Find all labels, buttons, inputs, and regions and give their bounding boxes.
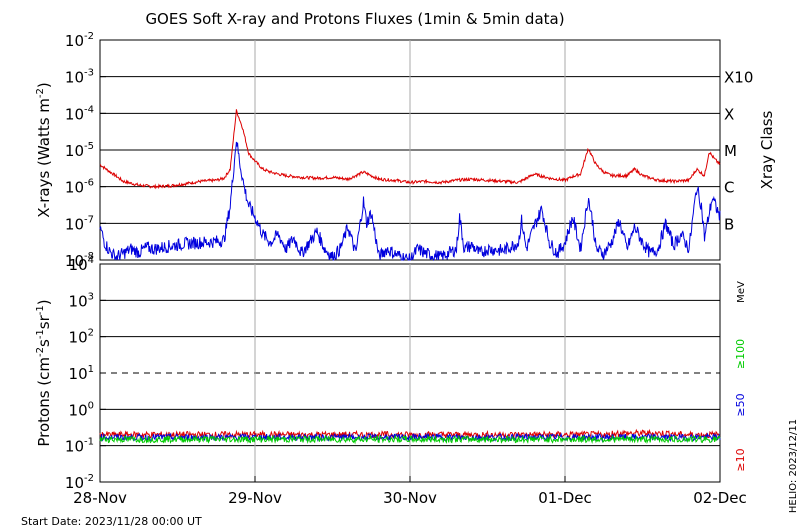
xray-y-tick-label: 10-5 bbox=[65, 141, 94, 160]
xray-class-label: X bbox=[724, 105, 734, 123]
proton-y-axis-label: Protons (cm-2s-1sr-1) bbox=[35, 299, 53, 446]
proton-panel: 10-2 10-1 100 101 102 103 104 ≥100 ≥50 ≥10 MeV P… bbox=[35, 255, 747, 492]
proton-y-tick-label: 103 bbox=[69, 291, 94, 310]
xray-y-tick-label: 10-2 bbox=[65, 31, 94, 50]
xray-class-label: M bbox=[724, 142, 737, 160]
proton-series-line bbox=[99, 434, 721, 445]
chart-title: GOES Soft X-ray and Protons Fluxes (1min… bbox=[145, 10, 564, 28]
xray-panel: 10-8 10-7 10-6 10-5 10-4 10-3 10-2 BC M X X10 Xra… bbox=[35, 31, 776, 270]
xray-y-axis-label: X-rays (Watts m-2) bbox=[35, 82, 53, 217]
xray-series-line bbox=[99, 141, 721, 262]
proton-energy-label: ≥50 bbox=[734, 393, 747, 416]
proton-unit-label: MeV bbox=[736, 281, 747, 303]
xray-class-label: X10 bbox=[724, 69, 753, 87]
x-tick-label: 28-Nov bbox=[73, 489, 127, 507]
proton-y-tick-label: 101 bbox=[69, 364, 94, 383]
xray-y-tick-label: 10-3 bbox=[65, 68, 94, 87]
x-tick-label: 02-Dec bbox=[693, 489, 747, 507]
xray-class-label: B bbox=[724, 215, 734, 233]
xray-class-axis-label: Xray Class bbox=[758, 110, 776, 189]
xray-series-line bbox=[99, 109, 721, 190]
xray-class-label: C bbox=[724, 179, 734, 197]
proton-energy-label: ≥100 bbox=[734, 339, 747, 369]
proton-y-tick-label: 100 bbox=[69, 400, 94, 419]
x-tick-label: 30-Nov bbox=[383, 489, 437, 507]
proton-y-tick-label: 104 bbox=[69, 255, 94, 274]
helio-date-label: HELIO: 2023/12/11 bbox=[788, 419, 799, 513]
x-tick-label: 29-Nov bbox=[228, 489, 282, 507]
xray-y-tick-label: 10-4 bbox=[65, 104, 94, 123]
start-date-label: Start Date: 2023/11/28 00:00 UT bbox=[21, 515, 202, 528]
proton-y-tick-label: 10-2 bbox=[65, 473, 94, 492]
x-axis: 28-Nov 29-Nov 30-Nov 01-Dec 02-Dec bbox=[73, 476, 747, 507]
x-tick-label: 01-Dec bbox=[538, 489, 592, 507]
proton-energy-label: ≥10 bbox=[734, 448, 747, 471]
xray-y-tick-label: 10-8 bbox=[65, 251, 94, 270]
xray-y-tick-label: 10-7 bbox=[65, 214, 94, 233]
proton-y-tick-label: 10-1 bbox=[65, 437, 94, 456]
proton-y-tick-label: 102 bbox=[69, 328, 94, 347]
xray-y-tick-label: 10-6 bbox=[65, 178, 94, 197]
